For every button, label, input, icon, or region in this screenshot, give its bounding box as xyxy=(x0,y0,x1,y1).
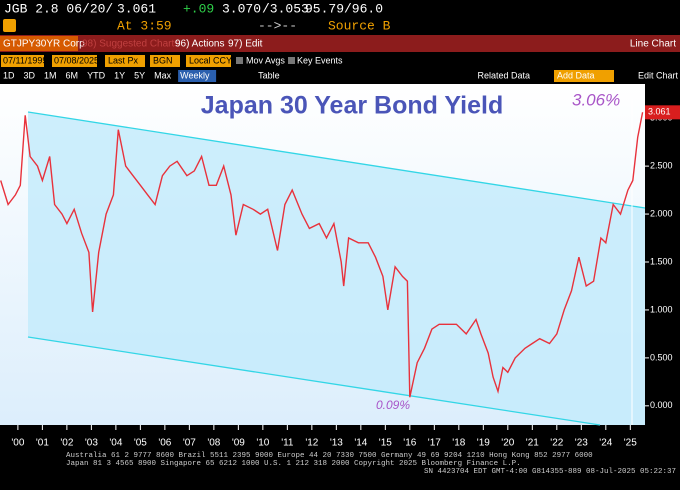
change: +.09 xyxy=(183,1,214,16)
edit[interactable]: 97) Edit xyxy=(228,39,263,50)
x-tick-label: '00 xyxy=(11,438,24,449)
x-tick-label: '20 xyxy=(501,438,514,449)
x-tick-label: '19 xyxy=(477,438,490,449)
x-tick-label: '21 xyxy=(526,438,539,449)
pricing[interactable]: BGN xyxy=(153,55,173,65)
table-button[interactable]: Table xyxy=(258,70,280,80)
suggested[interactable]: 98) Suggested Charts xyxy=(82,39,179,50)
end-date[interactable]: 07/08/2025 xyxy=(54,55,99,65)
frequency-box xyxy=(178,70,217,82)
mov-avgs[interactable]: Mov Avgs xyxy=(246,55,285,65)
related-data[interactable]: Related Data xyxy=(477,70,530,80)
edit-chart[interactable]: Edit Chart xyxy=(638,70,679,80)
last: 3.061 xyxy=(117,1,156,16)
period-button[interactable]: 1Y xyxy=(114,70,125,80)
x-tick-label: '09 xyxy=(232,438,245,449)
annotation: 0.09% xyxy=(376,398,410,412)
x-tick-label: '14 xyxy=(354,438,367,449)
last-value-box xyxy=(645,105,680,120)
x-tick-label: '18 xyxy=(452,438,465,449)
y-tick-label: 1.000 xyxy=(650,304,673,314)
channel-fill xyxy=(28,112,645,425)
field[interactable]: Last Px xyxy=(108,55,139,65)
y-tick-label: 2.500 xyxy=(650,160,673,170)
y-tick-label: 2.000 xyxy=(650,208,673,218)
price: 95.79/96.0 xyxy=(305,1,383,16)
x-tick-label: '17 xyxy=(428,438,441,449)
security: GTJPY30YR Corp xyxy=(3,39,85,50)
annotation: 3.06% xyxy=(572,90,620,109)
high: 3.070 xyxy=(222,1,261,16)
channel-line xyxy=(27,336,601,426)
x-tick-label: '02 xyxy=(60,438,73,449)
icon xyxy=(3,19,16,32)
y-tick-label: 1.500 xyxy=(650,256,673,266)
x-tick-label: '13 xyxy=(330,438,343,449)
x-tick-label: '23 xyxy=(575,438,588,449)
source: Source B xyxy=(328,18,391,33)
period-button[interactable]: Max xyxy=(154,70,172,80)
ticker: JGB 2.8 06/20/ xyxy=(4,1,113,16)
x-tick-label: '03 xyxy=(85,438,98,449)
period-button[interactable]: 1D xyxy=(3,70,15,80)
x-tick-label: '12 xyxy=(305,438,318,449)
x-tick-label: '04 xyxy=(109,438,122,449)
period-button[interactable]: 5Y xyxy=(134,70,145,80)
period-button[interactable]: 6M xyxy=(66,70,79,80)
x-tick-label: '01 xyxy=(36,438,49,449)
currency[interactable]: Local CCY xyxy=(189,55,232,65)
security-box xyxy=(0,36,78,51)
period-button[interactable]: 1M xyxy=(44,70,57,80)
chart-type: Line Chart xyxy=(630,39,676,50)
chart-title: Japan 30 Year Bond Yield xyxy=(201,92,503,120)
y-tick-label: 0.000 xyxy=(650,400,673,410)
footer-line: SN 4423704 EDT GMT-4:00 G814355-889 08-J… xyxy=(424,468,676,476)
arrows: -->-- xyxy=(258,18,297,33)
y-tick-label: 0.500 xyxy=(650,352,673,362)
start-date[interactable]: 07/11/1999 xyxy=(3,55,47,65)
x-tick-label: '22 xyxy=(550,438,563,449)
period-button[interactable]: 3D xyxy=(24,70,36,80)
x-tick-label: '16 xyxy=(403,438,416,449)
x-tick-label: '25 xyxy=(624,438,637,449)
x-tick-label: '08 xyxy=(207,438,220,449)
channel-line xyxy=(27,111,646,209)
x-tick-label: '10 xyxy=(256,438,269,449)
toolbar xyxy=(0,35,680,52)
footer-line: Australia 61 2 9777 8600 Brazil 5511 239… xyxy=(66,452,593,460)
add-data[interactable]: Add Data xyxy=(557,70,595,80)
y-axis-panel xyxy=(645,84,680,425)
x-tick-label: '06 xyxy=(158,438,171,449)
time: At 3:59 xyxy=(117,18,172,33)
x-tick-label: '11 xyxy=(281,438,294,449)
x-tick-label: '05 xyxy=(134,438,147,449)
low: /3.053 xyxy=(262,1,309,16)
period-button[interactable]: YTD xyxy=(87,70,106,80)
x-tick-label: '24 xyxy=(599,438,612,449)
price-line xyxy=(0,112,644,398)
footer-line: Japan 81 3 4565 8900 Singapore 65 6212 1… xyxy=(66,460,521,468)
frequency[interactable]: Weekly xyxy=(180,70,210,80)
actions[interactable]: 96) Actions xyxy=(175,39,224,50)
x-tick-label: '15 xyxy=(379,438,392,449)
key-events[interactable]: Key Events xyxy=(297,55,343,65)
last-value-label: 3.061 xyxy=(648,107,671,117)
x-tick-label: '07 xyxy=(183,438,196,449)
